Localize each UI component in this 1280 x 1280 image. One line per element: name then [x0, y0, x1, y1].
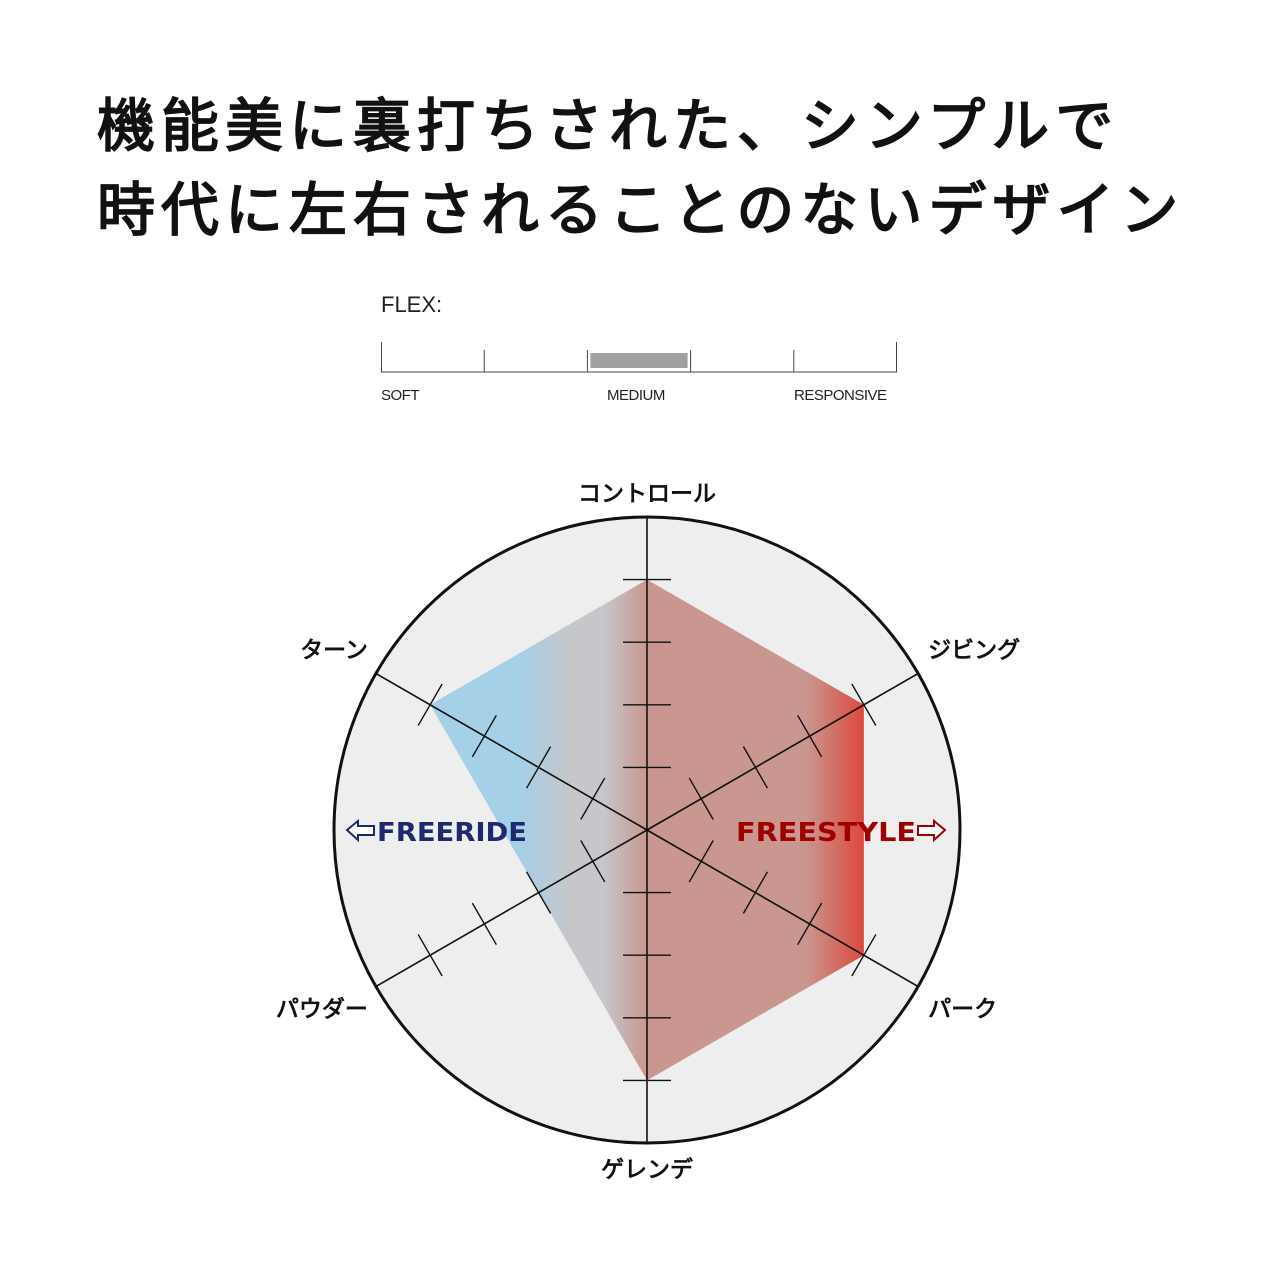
radar-tick — [417, 683, 443, 726]
radar-axis-2 — [646, 672, 919, 831]
radar-tick — [525, 746, 552, 789]
radar-axis-label: パーク — [928, 997, 997, 1023]
annotation-freestyle: FREESTYLE — [736, 818, 947, 848]
flex-tick-medium: MEDIUM — [607, 387, 665, 404]
annotation-label: FREERIDE — [377, 818, 527, 848]
radar-tick — [417, 934, 443, 977]
radar-tick — [851, 934, 877, 977]
radar-axis-5 — [375, 829, 648, 988]
radar-tick — [525, 871, 552, 914]
annotation-label: FREESTYLE — [736, 818, 916, 848]
radar-tick — [742, 746, 769, 789]
arrow-right-icon — [917, 818, 947, 843]
radar-axis-6 — [375, 672, 648, 831]
radar-tick — [688, 840, 714, 883]
arrow-left-icon — [345, 818, 375, 843]
headline: 機能美に裏打ちされた、シンプルで 時代に左右されることのないデザイン — [97, 84, 1184, 252]
radar-tick — [797, 714, 823, 758]
flex-scale — [381, 342, 897, 373]
flex-label: FLEX: — [381, 292, 443, 317]
flex-tick-soft: SOFT — [381, 387, 420, 404]
headline-line-2: 時代に左右されることのないデザイン — [97, 176, 1185, 244]
radar-axis-label: パウダー — [276, 996, 368, 1023]
annotation-freeride: FREERIDE — [345, 818, 527, 848]
radar-axis-3 — [646, 829, 919, 988]
radar-axis-label: コントロール — [578, 481, 716, 507]
flex-value-bar — [590, 353, 688, 368]
radar-tick — [851, 683, 877, 726]
headline-line-1: 機能美に裏打ちされた、シンプルで — [97, 92, 1120, 160]
radar-tick — [471, 714, 497, 758]
radar-tick — [797, 902, 823, 946]
radar-tick — [580, 777, 606, 820]
radar-axis-label: ジビング — [928, 637, 1020, 664]
radar-tick — [580, 840, 606, 883]
flex-tick-responsive: RESPONSIVE — [794, 387, 887, 404]
radar-tick — [742, 871, 769, 914]
radar-tick — [471, 902, 497, 946]
radar-tick — [688, 777, 714, 820]
radar-axis-label: ターン — [300, 638, 368, 664]
radar-axis-label: ゲレンデ — [601, 1156, 694, 1183]
